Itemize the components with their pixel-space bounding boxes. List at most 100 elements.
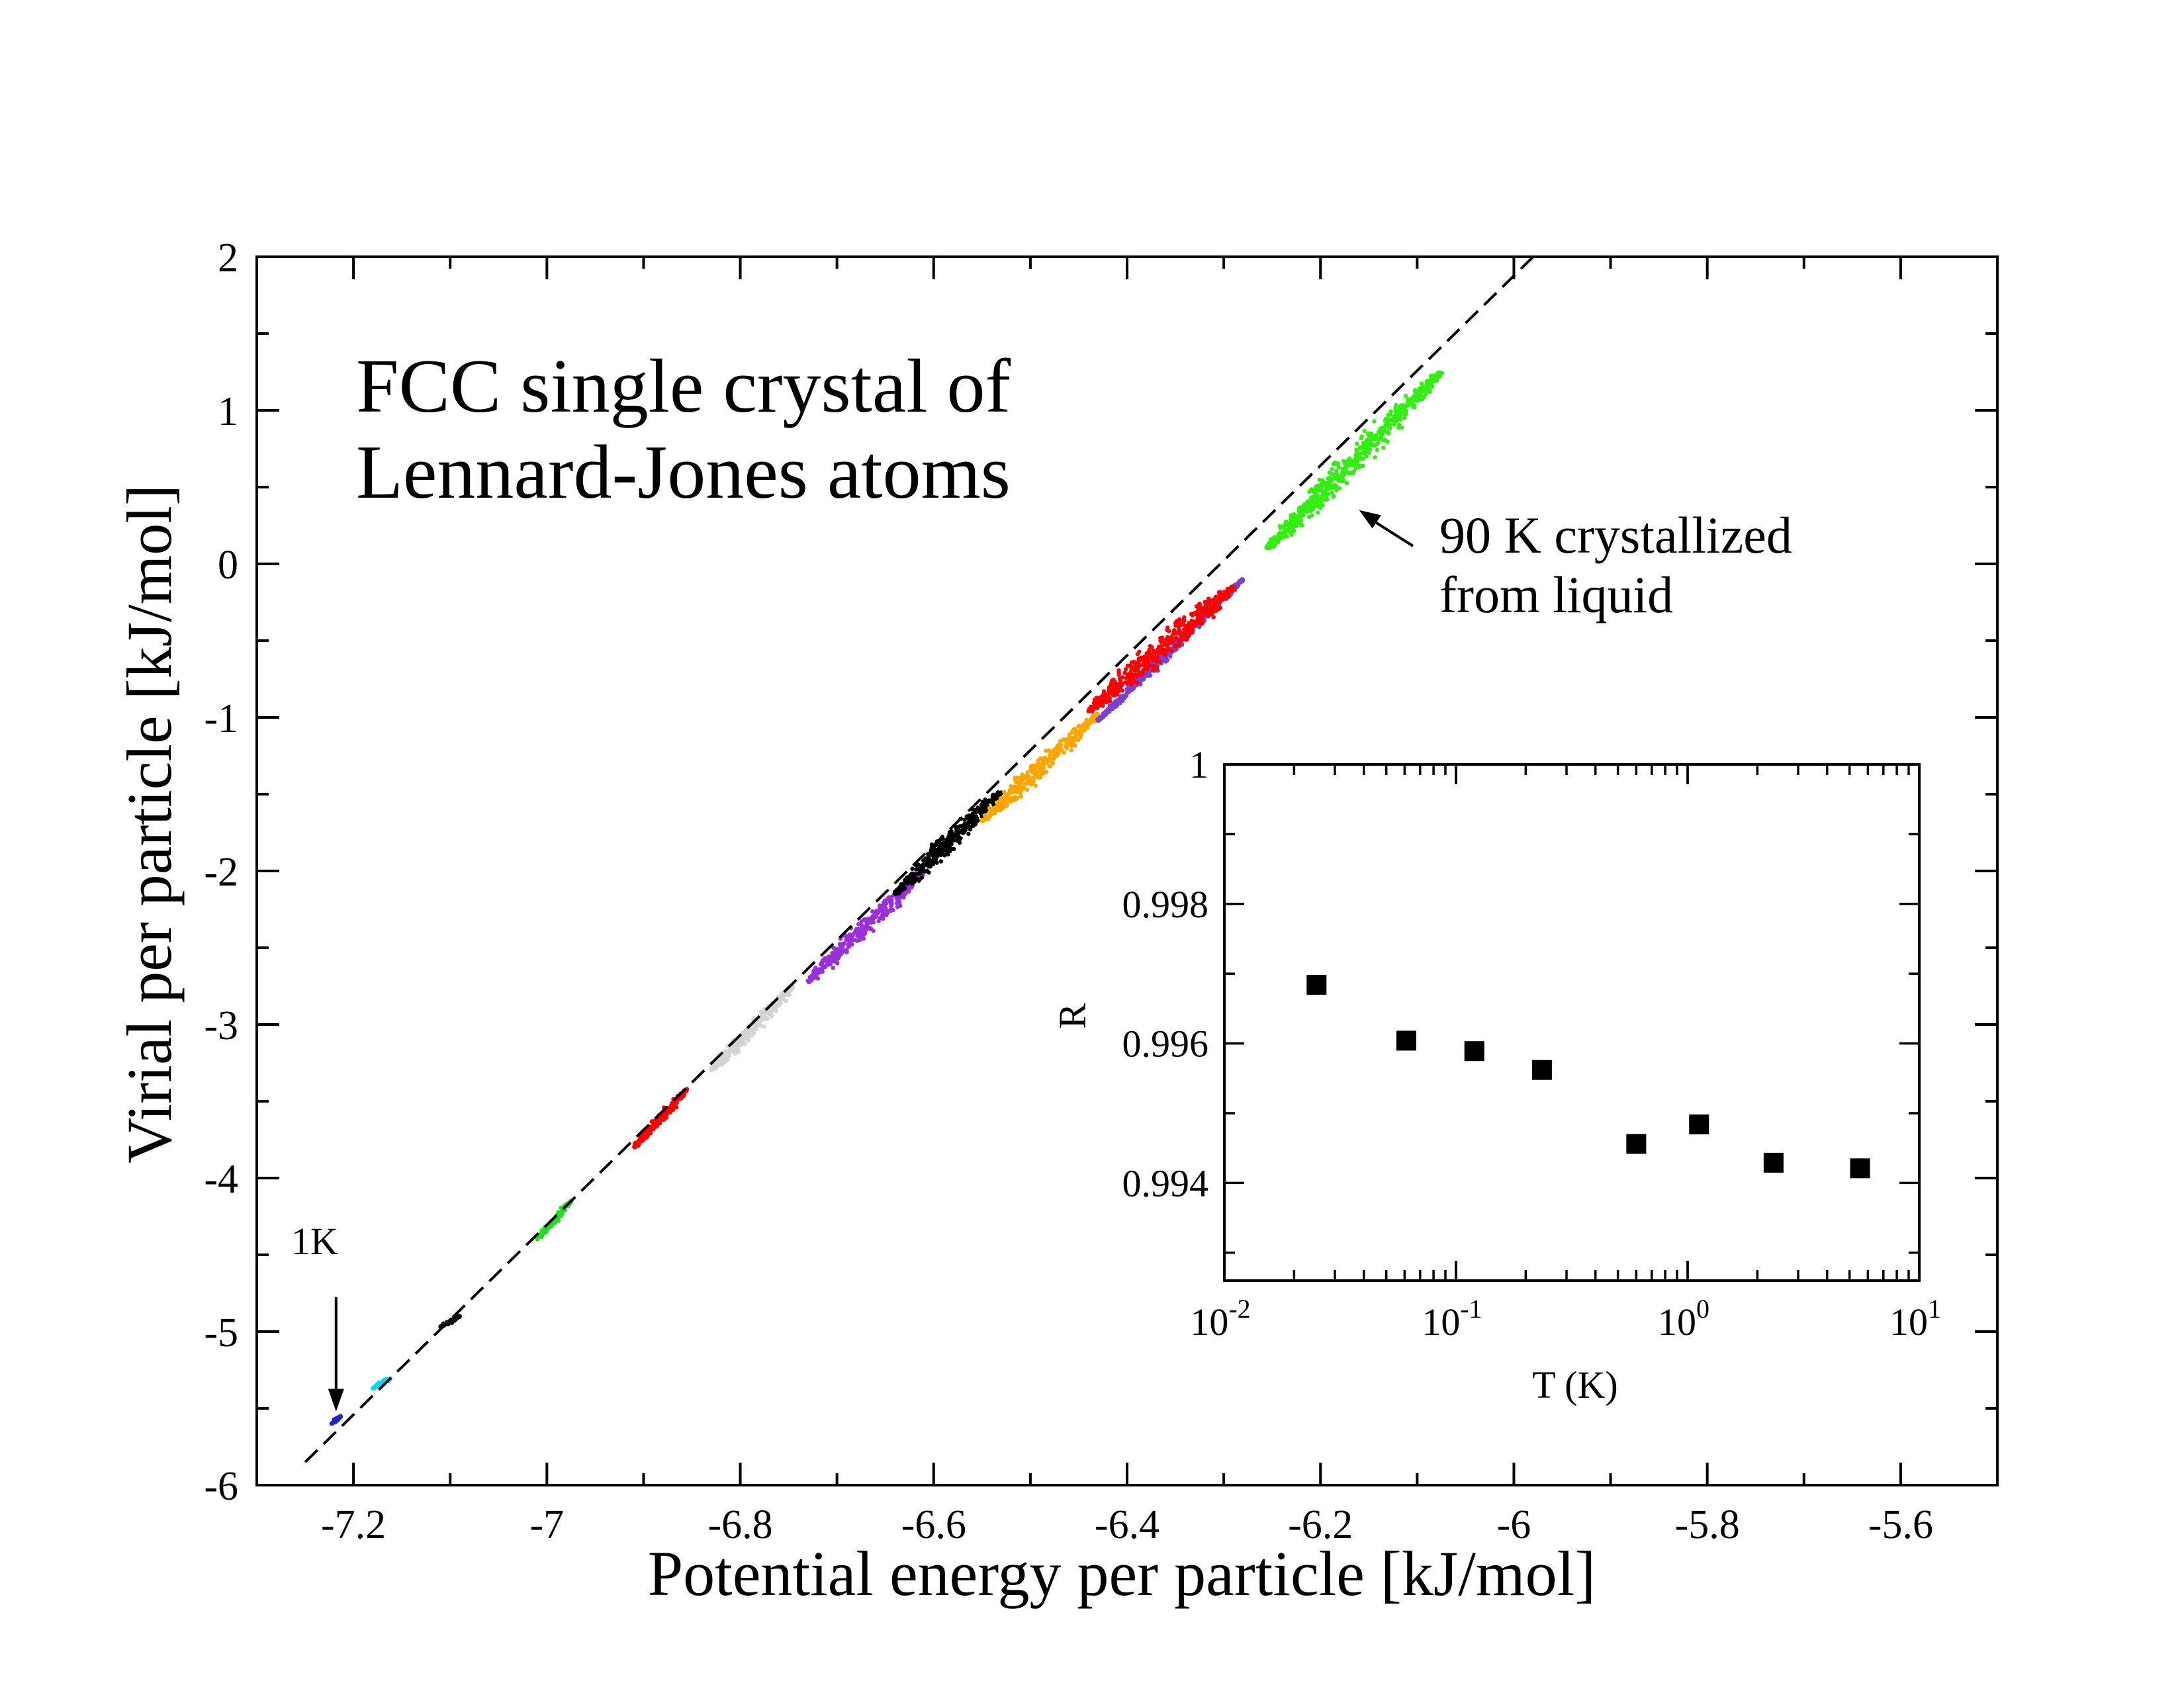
data-point [934,860,939,865]
data-point [1141,667,1146,672]
data-point [1307,489,1312,494]
data-point [1069,735,1073,741]
data-point [1396,426,1401,430]
data-point [726,1050,731,1055]
data-point [1030,781,1034,786]
data-point [1116,689,1121,694]
data-point [1293,514,1298,518]
data-point [1083,722,1089,727]
data-point [919,875,925,880]
data-point [1385,430,1389,435]
data-point [669,1103,674,1108]
data-point [870,917,875,922]
data-point [1285,534,1290,539]
data-point [1359,434,1364,439]
inset-y-tick-labels: 0.994 0.996 0.998 1 [1122,743,1209,1205]
data-point [1396,408,1402,413]
data-point [1287,525,1291,529]
data-point [1120,688,1125,693]
annotation-90k-label-line-2: from liquid [1439,566,1673,623]
data-point [1020,772,1024,777]
data-point [736,1047,741,1052]
data-point [1015,796,1020,800]
data-point [1078,735,1083,740]
data-point [457,1314,462,1320]
data-point [976,805,980,810]
data-point [996,802,1001,807]
data-point [770,1014,774,1019]
x-tick-label: -7.2 [321,1502,386,1547]
data-point [1068,743,1073,748]
data-point [1069,748,1073,752]
data-point [1320,492,1325,496]
y-tick-label: -2 [204,850,238,895]
data-point [837,954,842,959]
data-point [758,1009,764,1014]
data-point [951,846,956,852]
data-point [927,854,931,860]
data-point [1354,451,1359,456]
data-point [751,1027,756,1032]
data-point [828,956,833,961]
data-point [846,943,850,948]
data-point [1383,418,1388,423]
main-chart: -7.2 -7 -6.8 -6.6 -6.4 -6.2 -6 -5.8 -5.6 -6-5-4-… [114,236,1999,1609]
series-90-k-crystallized-from-liquid [1264,370,1445,551]
data-point [1372,419,1377,424]
data-point [1125,663,1130,668]
data-point [916,871,921,876]
data-point [1226,588,1231,592]
data-point [1429,375,1434,380]
data-point [450,1318,455,1322]
data-point [980,817,985,823]
data-point [1296,514,1301,519]
data-point [1353,465,1358,469]
data-point [991,794,995,799]
data-point [963,826,968,831]
data-point [856,922,861,927]
data-point [895,889,901,894]
data-point [1288,528,1293,533]
data-point [1171,632,1175,637]
data-point [861,924,866,929]
data-point [1132,679,1137,684]
inset-data-point [1396,1030,1416,1051]
data-point [1330,467,1335,472]
data-point [1163,652,1168,657]
data-point [762,1016,767,1021]
data-point [1136,662,1141,666]
data-point [805,978,810,983]
data-point [1174,631,1179,636]
data-point [1375,447,1379,453]
data-point [1135,652,1140,657]
data-point [1365,431,1370,436]
data-point [1272,535,1277,539]
data-point [938,841,943,846]
main-y-axis-label: Virial per particle [kJ/mol] [114,484,185,1163]
data-point [968,827,973,832]
data-point [1139,672,1144,678]
data-point [1306,515,1312,520]
data-point [1177,643,1181,648]
data-point [1177,617,1182,621]
data-point [1314,484,1319,488]
data-point [751,1031,756,1036]
data-point [811,976,816,980]
data-point [1040,762,1045,766]
data-point [1415,396,1420,400]
data-point [1144,672,1149,676]
data-point [1367,441,1373,447]
inset-data-points [1306,975,1870,1179]
data-point [649,1126,653,1131]
data-point [987,805,992,811]
data-point [1412,404,1417,410]
data-point [1030,776,1036,780]
data-point [968,813,973,818]
data-point [901,893,905,898]
data-point [866,917,870,921]
data-point [1220,594,1225,599]
data-point [824,956,829,961]
data-point [995,807,1001,813]
data-point [1168,654,1173,659]
data-point [930,850,935,856]
